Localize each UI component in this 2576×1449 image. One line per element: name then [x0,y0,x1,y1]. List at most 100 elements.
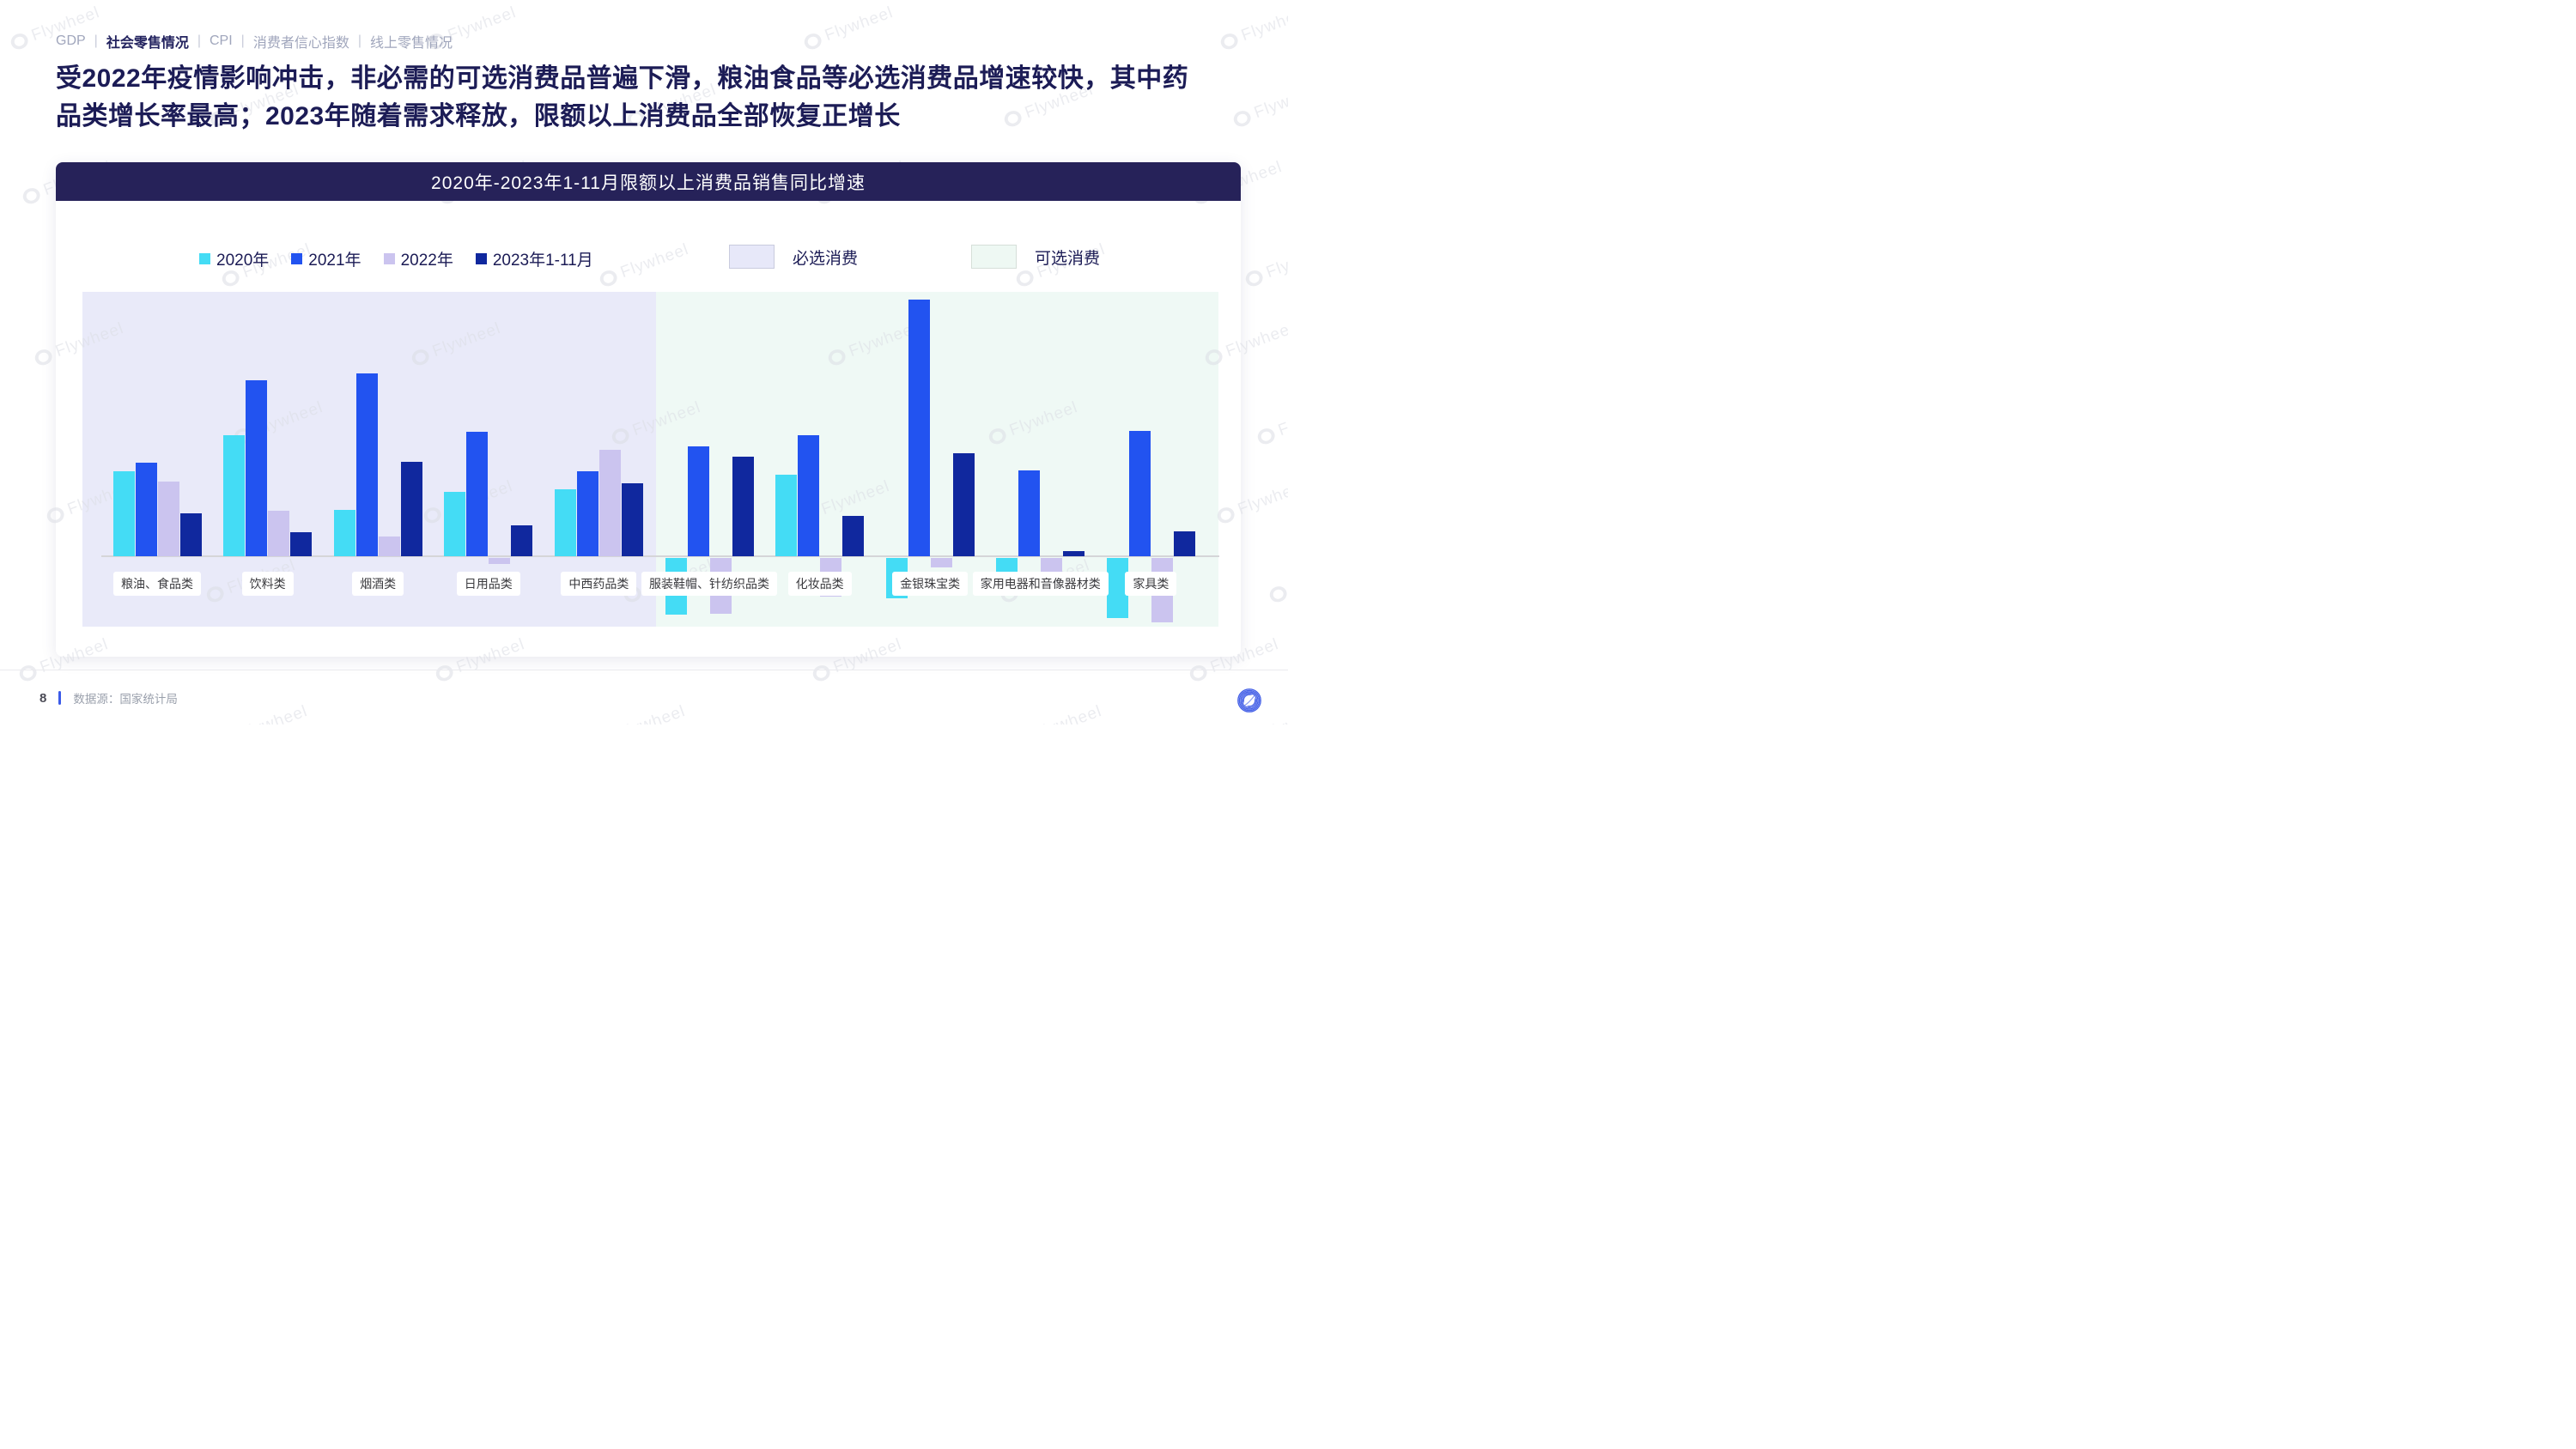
flywheel-watermark: Flywheel [216,702,311,724]
bar-2023年1-11月-中西药品类 [621,482,643,556]
legend-swatch-icon [199,253,210,264]
bar-2023年1-11月-家用电器和音像器材类 [1063,550,1085,556]
watermark-text: Flywheel [1235,477,1288,519]
watermark-ring-icon [1230,107,1255,130]
watermark-text: Flywheel [1260,702,1288,724]
x-axis-baseline [101,555,1219,557]
breadcrumb-item-2[interactable]: 社会零售情况 [106,36,189,51]
watermark-text: Flywheel [445,3,519,45]
breadcrumb-separator: | [94,33,98,48]
bar-2023年1-11月-烟酒类 [400,462,422,556]
required-consumption-swatch [729,245,775,269]
chart-legend-years: 2020年 2021年 2022年 2023年1-11月 [199,247,593,270]
bar-2023年1-11月-家具类 [1173,530,1195,556]
category-label: 中西药品类 [561,572,637,596]
category-label: 粮油、食品类 [113,572,201,596]
flywheel-watermark: Flywheel [1242,240,1288,290]
watermark-ring-icon [20,185,44,207]
category-label: 日用品类 [456,572,520,596]
flywheel-watermark: Flywheel [801,3,896,53]
required-consumption-label: 必选消费 [793,249,859,268]
breadcrumb-separator: | [197,33,201,48]
slide: Flywheel Flywheel Flywheel Flywheel Flywheel… [0,0,1288,724]
bar-2022年-中西药品类 [598,450,621,556]
legend-label: 2023年1-11月 [492,252,593,270]
bar-2022年-粮油、食品类 [157,481,179,556]
watermark-ring-icon [1267,583,1288,605]
bar-2023年1-11月-金银珠宝类 [952,453,975,556]
bar-2023年1-11月-服装鞋帽、针纺织品类 [732,457,754,556]
chart-title-banner: 2020年-2023年1-11月限额以上消费品销售同比增速 [56,162,1241,201]
legend-item: 2022年 [383,247,453,270]
flywheel-watermark: Flywheel [1255,398,1288,448]
chart-title: 2020年-2023年1-11月限额以上消费品销售同比增速 [431,173,866,193]
flywheel-watermark: Flywheel [1230,81,1288,130]
legend-label: 2020年 [216,252,270,270]
bar-2023年1-11月-粮油、食品类 [179,512,202,556]
watermark-text: Flywheel [1275,398,1288,440]
breadcrumb-separator: | [240,33,245,48]
bar-2021年-金银珠宝类 [908,299,930,556]
optional-consumption-swatch [971,245,1017,269]
footer: 8 数据源：国家统计局 [39,689,178,706]
bar-2021年-化妆品类 [798,435,820,556]
category-label: 化妆品类 [787,572,852,596]
data-source-label: 数据源：国家统计局 [73,693,178,706]
watermark-text: Flywheel [1263,240,1288,282]
bar-2023年1-11月-化妆品类 [842,515,865,556]
legend-item: 2021年 [291,247,361,270]
breadcrumb-item-1[interactable]: GDP [56,33,86,48]
bar-2022年-金银珠宝类 [930,558,952,568]
category-label: 家具类 [1125,572,1177,596]
bar-2020年-中西药品类 [554,488,576,556]
bar-2021年-家用电器和音像器材类 [1018,470,1041,556]
legend-label: 2021年 [308,252,361,270]
category-label: 家用电器和音像器材类 [972,572,1109,596]
bar-2021年-饮料类 [246,379,268,556]
optional-consumption-label: 可选消费 [1035,249,1101,268]
category-label: 金银珠宝类 [892,572,969,596]
bar-2021年-服装鞋帽、针纺织品类 [687,446,709,556]
legend-swatch-icon [291,253,303,264]
bar-2023年1-11月-饮料类 [290,531,313,556]
watermark-text: Flywheel [1030,702,1105,724]
legend-badge-required: 必选消费 [729,245,858,269]
flywheel-watermark: Flywheel [594,702,689,724]
bar-2021年-家具类 [1128,431,1151,556]
legend-item: 2020年 [199,247,269,270]
bar-2022年-日用品类 [489,558,511,565]
watermark-text: Flywheel [822,3,896,45]
flywheel-logo-icon [1235,686,1264,719]
flywheel-watermark: Flywheel [1218,3,1288,53]
watermark-ring-icon [1242,267,1267,289]
watermark-text: Flywheel [1251,81,1288,123]
breadcrumb-item-5[interactable]: 线上零售情况 [370,36,453,51]
bar-2021年-日用品类 [466,432,489,556]
bar-2020年-粮油、食品类 [112,470,135,556]
watermark-text: Flywheel [614,702,689,724]
flywheel-watermark: Flywheel [1267,556,1288,606]
watermark-ring-icon [32,346,56,368]
page-number: 8 [39,690,47,706]
footer-accent-bar [58,691,62,705]
breadcrumb-item-3[interactable]: CPI [210,33,233,48]
breadcrumb-item-4[interactable]: 消费者信心指数 [252,36,349,51]
bar-2020年-日用品类 [444,491,466,556]
bar-2023年1-11月-日用品类 [511,524,533,556]
flywheel-watermark: Flywheel [1011,702,1105,724]
bar-2021年-烟酒类 [355,373,378,556]
breadcrumb-separator: | [357,33,361,48]
watermark-ring-icon [433,662,457,684]
category-label: 服装鞋帽、针纺织品类 [641,572,777,596]
watermark-ring-icon [16,662,40,684]
page-title: 受2022年疫情影响冲击，非必需的可选消费品普遍下滑，粮油食品等必选消费品增速较… [56,64,1189,130]
legend-swatch-icon [475,253,487,264]
bar-2021年-粮油、食品类 [135,463,157,556]
breadcrumb: GDP | 社会零售情况 | CPI | 消费者信心指数 | 线上零售情况 [56,31,453,52]
watermark-ring-icon [1187,662,1211,684]
legend-item: 2023年1-11月 [475,247,593,270]
watermark-ring-icon [1218,30,1242,52]
bar-2022年-饮料类 [268,510,290,556]
watermark-ring-icon [801,30,825,52]
watermark-ring-icon [810,662,834,684]
